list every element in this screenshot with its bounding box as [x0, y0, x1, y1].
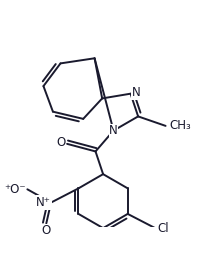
- Text: N: N: [109, 124, 118, 137]
- Text: O: O: [42, 224, 51, 237]
- Text: N⁺: N⁺: [36, 196, 51, 209]
- Text: CH₃: CH₃: [169, 119, 191, 132]
- Text: Cl: Cl: [157, 222, 169, 235]
- Text: O: O: [56, 136, 65, 149]
- Text: ⁺O⁻: ⁺O⁻: [4, 183, 25, 196]
- Text: N: N: [132, 86, 141, 99]
